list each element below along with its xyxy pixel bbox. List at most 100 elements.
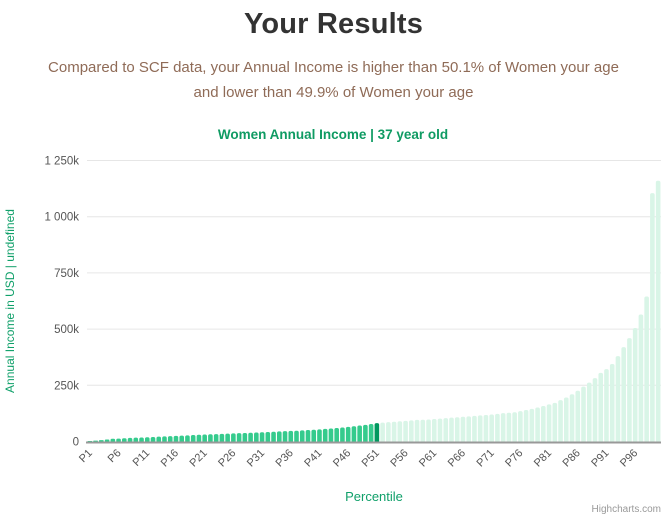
bar-P49[interactable] xyxy=(363,424,368,442)
bar-P91[interactable] xyxy=(604,369,609,442)
bar-P54[interactable] xyxy=(391,421,397,442)
bar-P96[interactable] xyxy=(632,327,638,442)
bar-P13[interactable] xyxy=(156,436,162,442)
bar-P40[interactable] xyxy=(311,429,317,442)
bar-P38[interactable] xyxy=(299,430,305,442)
bar-P12[interactable] xyxy=(150,437,156,442)
bar-P78[interactable] xyxy=(529,408,535,442)
bar-P35[interactable] xyxy=(282,431,288,442)
bar-P87[interactable] xyxy=(581,386,586,442)
bar-P93[interactable] xyxy=(615,356,621,442)
bar-P39[interactable] xyxy=(305,430,311,442)
bar-P46[interactable] xyxy=(345,426,351,442)
bar-P94[interactable] xyxy=(621,347,626,442)
bar-P4[interactable] xyxy=(104,439,110,442)
bar-P59[interactable] xyxy=(420,419,426,442)
bar-P2[interactable] xyxy=(93,440,98,442)
bar-P16[interactable] xyxy=(173,435,179,442)
bar-P44[interactable] xyxy=(334,428,339,442)
bar-P100[interactable] xyxy=(655,180,661,442)
highcharts-credit[interactable]: Highcharts.com xyxy=(592,504,661,515)
bar-P6[interactable] xyxy=(116,438,121,442)
bar-P69[interactable] xyxy=(477,415,483,442)
bar-P61[interactable] xyxy=(431,419,437,442)
bar-P27[interactable] xyxy=(236,433,242,442)
bar-P28[interactable] xyxy=(242,432,248,442)
bar-P60[interactable] xyxy=(426,419,431,442)
bar-your-percentile[interactable] xyxy=(374,423,380,442)
bar-P75[interactable] xyxy=(512,412,517,442)
bar-P92[interactable] xyxy=(609,363,615,442)
bar-P31[interactable] xyxy=(259,432,265,442)
bar-P95[interactable] xyxy=(627,338,632,442)
bar-P25[interactable] xyxy=(225,433,230,442)
bar-P11[interactable] xyxy=(144,437,150,442)
bar-P26[interactable] xyxy=(231,433,236,442)
bar-P18[interactable] xyxy=(185,435,190,442)
bar-P99[interactable] xyxy=(650,193,655,442)
bar-P73[interactable] xyxy=(500,413,506,442)
bar-P52[interactable] xyxy=(380,422,385,442)
bar-P72[interactable] xyxy=(495,413,500,442)
bar-P89[interactable] xyxy=(592,378,598,442)
bar-P97[interactable] xyxy=(638,314,644,442)
bar-P3[interactable] xyxy=(99,440,104,442)
bar-P82[interactable] xyxy=(552,402,558,442)
bar-P14[interactable] xyxy=(162,436,167,442)
bar-P70[interactable] xyxy=(483,414,489,442)
bar-P63[interactable] xyxy=(443,418,449,442)
bar-P10[interactable] xyxy=(139,437,144,442)
bar-P98[interactable] xyxy=(644,296,649,442)
bar-P68[interactable] xyxy=(472,415,477,442)
bar-P71[interactable] xyxy=(489,414,494,442)
bar-P57[interactable] xyxy=(409,420,414,442)
bar-P83[interactable] xyxy=(558,400,563,442)
bar-P15[interactable] xyxy=(167,436,173,442)
bar-P19[interactable] xyxy=(190,434,196,442)
bar-P53[interactable] xyxy=(386,422,391,442)
bar-P30[interactable] xyxy=(254,432,259,442)
bar-P58[interactable] xyxy=(414,419,420,442)
bar-P74[interactable] xyxy=(506,412,512,442)
bar-P24[interactable] xyxy=(219,433,225,442)
bar-P23[interactable] xyxy=(213,434,219,442)
bar-P86[interactable] xyxy=(575,390,581,442)
bar-P77[interactable] xyxy=(523,410,529,442)
bar-P21[interactable] xyxy=(202,434,207,442)
bar-P48[interactable] xyxy=(357,425,362,442)
bar-P20[interactable] xyxy=(196,434,202,442)
bar-P66[interactable] xyxy=(460,416,466,442)
bar-P33[interactable] xyxy=(271,431,276,442)
bar-P65[interactable] xyxy=(454,417,460,442)
bar-P41[interactable] xyxy=(317,429,322,442)
bar-P37[interactable] xyxy=(294,430,299,442)
bar-P42[interactable] xyxy=(322,428,328,442)
bar-P45[interactable] xyxy=(340,427,345,442)
bar-P90[interactable] xyxy=(598,372,604,442)
bar-P64[interactable] xyxy=(449,417,454,442)
bar-P22[interactable] xyxy=(208,434,213,442)
bar-P50[interactable] xyxy=(368,423,374,442)
bar-P9[interactable] xyxy=(133,437,139,442)
bar-P34[interactable] xyxy=(276,431,282,442)
bar-P8[interactable] xyxy=(127,437,133,442)
bar-P43[interactable] xyxy=(328,428,334,442)
bar-P85[interactable] xyxy=(569,394,575,442)
bar-P17[interactable] xyxy=(179,435,185,442)
bar-P76[interactable] xyxy=(518,411,523,442)
bar-P32[interactable] xyxy=(265,432,271,442)
bar-P29[interactable] xyxy=(248,432,253,442)
bar-P55[interactable] xyxy=(397,421,403,442)
bar-P56[interactable] xyxy=(403,420,408,442)
bar-P67[interactable] xyxy=(466,416,472,442)
bar-P62[interactable] xyxy=(437,418,443,442)
bar-P36[interactable] xyxy=(288,430,294,442)
bar-P5[interactable] xyxy=(110,438,116,442)
bar-P47[interactable] xyxy=(351,426,357,442)
bar-P7[interactable] xyxy=(122,438,127,442)
bar-P88[interactable] xyxy=(586,382,592,442)
bar-P80[interactable] xyxy=(541,405,546,442)
bar-P79[interactable] xyxy=(535,407,540,442)
bar-P81[interactable] xyxy=(546,404,552,442)
bar-P84[interactable] xyxy=(563,397,569,442)
